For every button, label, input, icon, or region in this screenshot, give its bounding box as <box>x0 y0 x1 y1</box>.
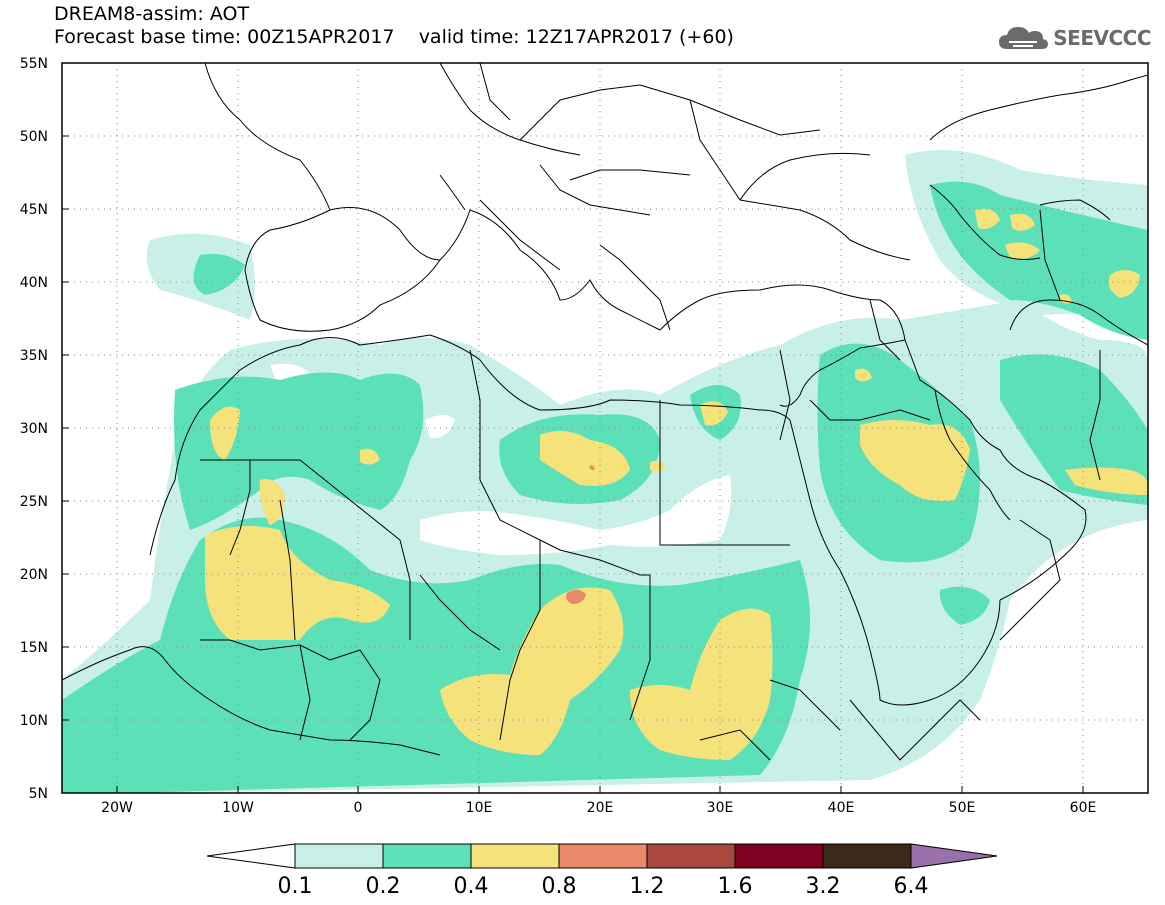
colorbar-label-0.4: 0.4 <box>454 874 489 899</box>
aot-class-0.4 <box>205 208 1148 760</box>
colorbar-swatch-5 <box>646 843 736 869</box>
colorbar-swatch-2 <box>382 843 472 869</box>
colorbar-swatch-1 <box>294 843 384 869</box>
valid-time: valid time: 12Z17APR2017 (+60) <box>418 26 734 48</box>
colorbar-swatch-4 <box>558 843 648 869</box>
colorbar-label-0.1: 0.1 <box>278 874 313 899</box>
lat-label-40n: 40N <box>20 275 48 291</box>
lon-label-20e: 20E <box>587 800 614 816</box>
lat-label-5n: 5N <box>29 786 48 802</box>
lat-label-25n: 25N <box>20 494 48 510</box>
seevccc-logo: SEEVCCC <box>997 18 1151 58</box>
lon-label-10e: 10E <box>466 800 493 816</box>
aot-class-0.8 <box>566 465 595 604</box>
lat-label-30n: 30N <box>20 421 48 437</box>
colorbar <box>206 843 998 869</box>
colorbar-swatch-7 <box>822 843 912 869</box>
lon-labels: 20W 10W 0 10E 20E 30E 40E 50E 60E <box>101 800 1096 816</box>
colorbar-labels: 0.1 0.2 0.4 0.8 1.2 1.6 3.2 6.4 <box>278 874 929 899</box>
lon-label-20w: 20W <box>101 800 133 816</box>
colorbar-over-arrow <box>910 843 998 869</box>
colorbar-label-3.2: 3.2 <box>806 874 841 899</box>
lat-label-55n: 55N <box>20 56 48 72</box>
map-title: DREAM8-assim: AOT <box>54 3 250 25</box>
tick-marks <box>62 135 1084 793</box>
colorbar-swatch-3 <box>470 843 560 869</box>
lon-label-40e: 40E <box>828 800 855 816</box>
lat-label-10n: 10N <box>20 713 48 729</box>
colorbar-label-1.6: 1.6 <box>718 874 753 899</box>
lon-label-50e: 50E <box>949 800 976 816</box>
colorbar-under-arrow <box>206 843 296 869</box>
colorbar-swatch-6 <box>734 843 824 869</box>
base-time: Forecast base time: 00Z15APR2017 <box>54 26 395 48</box>
cloud-icon <box>999 27 1049 49</box>
graticule <box>62 63 1148 793</box>
colorbar-label-6.4: 6.4 <box>894 874 929 899</box>
aot-field <box>62 150 1148 793</box>
lat-label-45n: 45N <box>20 202 48 218</box>
lat-label-35n: 35N <box>20 348 48 364</box>
colorbar-label-1.2: 1.2 <box>630 874 665 899</box>
lat-label-50n: 50N <box>20 129 48 145</box>
forecast-times: Forecast base time: 00Z15APR2017 valid t… <box>54 26 734 48</box>
logo-text: SEEVCCC <box>1053 26 1151 50</box>
lat-labels: 55N 50N 45N 40N 35N 30N 25N 20N 15N 10N … <box>20 56 48 802</box>
lat-label-20n: 20N <box>20 567 48 583</box>
lon-label-10w: 10W <box>222 800 254 816</box>
lon-label-30e: 30E <box>707 800 734 816</box>
colorbar-label-0.8: 0.8 <box>542 874 577 899</box>
colorbar-label-0.2: 0.2 <box>366 874 401 899</box>
lon-label-60e: 60E <box>1070 800 1097 816</box>
coastlines-borders <box>62 63 1148 761</box>
lon-label-0: 0 <box>354 800 363 816</box>
lat-label-15n: 15N <box>20 640 48 656</box>
